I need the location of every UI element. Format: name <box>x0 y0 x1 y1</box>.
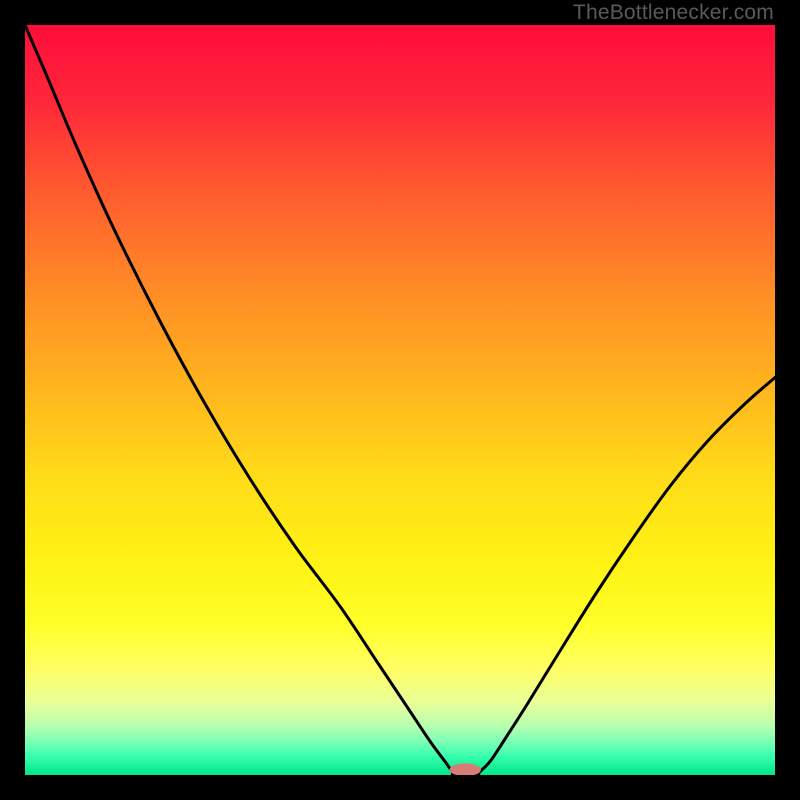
curve-layer <box>25 25 775 775</box>
minimum-marker <box>450 763 482 775</box>
watermark-text: TheBottlenecker.com <box>573 1 774 24</box>
chart-area <box>25 25 775 775</box>
bottleneck-curve <box>25 25 775 775</box>
source-watermark: TheBottlenecker.com <box>573 1 774 25</box>
